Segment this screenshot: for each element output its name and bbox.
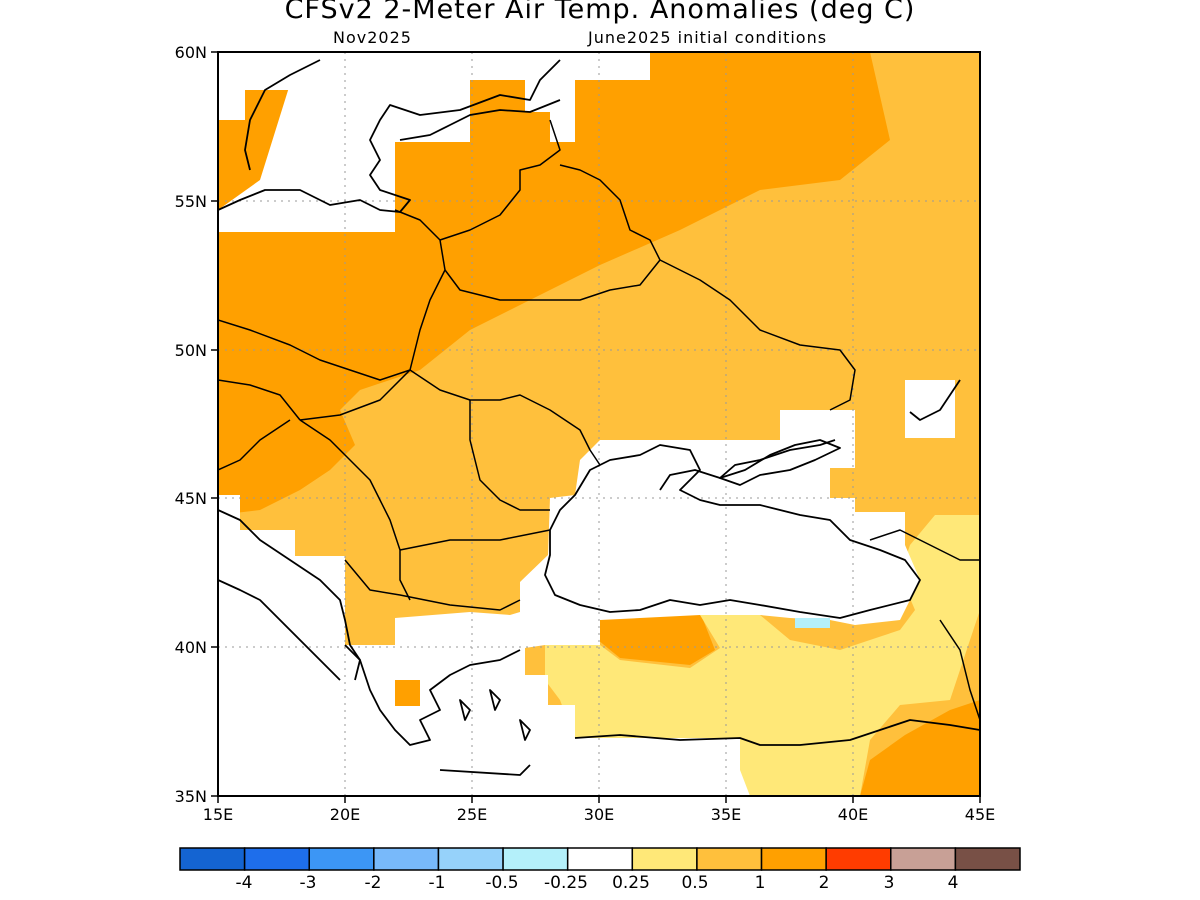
colorbar-label: -3 <box>300 873 317 893</box>
lat-label-50n: 50N <box>175 341 207 360</box>
lat-label-60n: 60N <box>175 43 207 62</box>
colorbar-swatch <box>179 847 246 871</box>
lat-label-55n: 55N <box>175 192 207 211</box>
lon-label-15e: 15E <box>203 805 233 824</box>
anomaly-fields <box>218 52 980 796</box>
initial-conditions: June2025 initial conditions <box>588 28 828 47</box>
anomaly-field-orange-southeast <box>860 700 980 796</box>
longitude-labels: 15E 20E 25E 30E 35E 40E 45E <box>203 805 995 824</box>
lat-label-45n: 45N <box>175 489 207 508</box>
colorbar-swatch <box>954 847 1021 871</box>
colorbar <box>179 847 1021 871</box>
colorbar-swatch <box>308 847 375 871</box>
colorbar-label: 1 <box>755 873 766 893</box>
colorbar-labels: -4 -3 -2 -1 -0.5 -0.25 0.25 0.5 1 2 3 4 <box>236 873 959 893</box>
colorbar-label: 4 <box>948 873 959 893</box>
coastlines <box>218 59 980 776</box>
colorbar-label: -0.25 <box>544 873 588 893</box>
colorbar-label: 0.5 <box>681 873 708 893</box>
colorbar-swatch <box>566 847 634 871</box>
lon-label-25e: 25E <box>457 805 487 824</box>
colorbar-swatch <box>437 847 504 871</box>
lon-label-35e: 35E <box>711 805 741 824</box>
colorbar-label: 3 <box>884 873 895 893</box>
colorbar-swatch <box>631 847 698 871</box>
lon-label-40e: 40E <box>838 805 868 824</box>
lon-label-45e: 45E <box>965 805 995 824</box>
anomaly-field-orange-turkey <box>598 612 715 665</box>
lat-label-40n: 40N <box>175 638 207 657</box>
colorbar-label: -0.5 <box>485 873 518 893</box>
anomaly-field-white <box>218 52 955 796</box>
colorbar-swatch <box>890 847 957 871</box>
colorbar-label: -1 <box>429 873 446 893</box>
lon-label-20e: 20E <box>330 805 360 824</box>
grid-lines <box>218 52 980 796</box>
latitude-labels: 60N 55N 50N 45N 40N 35N <box>175 43 207 806</box>
colorbar-swatch <box>502 847 569 871</box>
lat-label-35n: 35N <box>175 787 207 806</box>
anomaly-field-light-blue <box>795 618 830 628</box>
colorbar-swatch <box>760 847 827 871</box>
anomaly-field-yellow-anatolia <box>545 515 980 796</box>
colorbar-swatch <box>696 847 763 871</box>
colorbar-swatch <box>825 847 892 871</box>
tick-marks <box>211 51 981 803</box>
colorbar-swatch <box>243 847 310 871</box>
colorbar-label: 2 <box>819 873 830 893</box>
lon-label-30e: 30E <box>584 805 614 824</box>
colorbar-label: -2 <box>365 873 382 893</box>
forecast-month: Nov2025 <box>333 28 412 47</box>
colorbar-label: 0.25 <box>612 873 650 893</box>
map-title: CFSv2 2-Meter Air Temp. Anomalies (deg C… <box>284 0 916 25</box>
colorbar-swatch <box>373 847 440 871</box>
country-borders <box>218 119 980 721</box>
colorbar-label: -4 <box>236 873 253 893</box>
